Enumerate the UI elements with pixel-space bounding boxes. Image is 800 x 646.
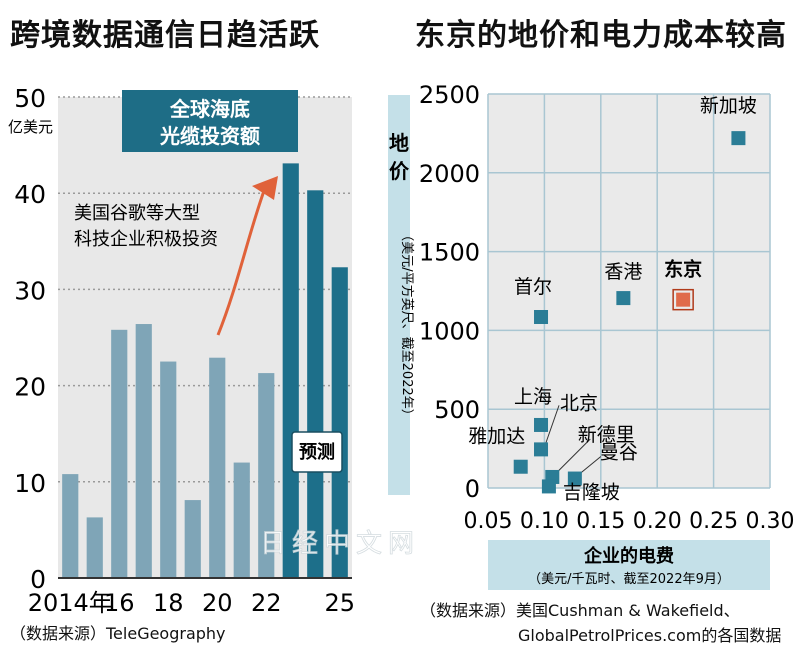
point-label-上海: 上海 <box>514 386 552 408</box>
point-label-雅加达: 雅加达 <box>468 426 525 448</box>
point-新加坡 <box>731 131 746 146</box>
right-x-tick-label: 0.15 <box>576 509 625 534</box>
bar-2018 <box>160 361 177 578</box>
right-x-tick-label: 0.30 <box>746 509 795 534</box>
point-label-北京: 北京 <box>560 392 598 414</box>
point-label-新德里: 新德里 <box>578 424 635 446</box>
bar-2014 <box>62 474 79 578</box>
right-x-tick-label: 0.05 <box>464 509 513 534</box>
left-y-unit: 亿美元 <box>8 118 53 136</box>
right-y-tick-label: 1500 <box>419 239 480 267</box>
y-axis-label-main-1: 地 <box>389 131 409 155</box>
left-x-tick-label: 25 <box>324 589 355 617</box>
right-y-tick-label: 500 <box>434 396 480 424</box>
left-plot-area <box>58 97 352 578</box>
left-x-tick-label: 22 <box>251 589 282 617</box>
left-x-tick-label: 16 <box>104 589 135 617</box>
left-x-tick-label: 2014年 <box>28 589 113 617</box>
point-label-新加坡: 新加坡 <box>700 95 757 117</box>
x-axis-label-unit: （美元/千瓦时、截至2022年9月） <box>528 572 730 587</box>
y-axis-label-band <box>388 95 410 495</box>
bar-2016 <box>111 329 128 578</box>
right-chart-title: 东京的地价和电力成本较高 <box>415 18 787 53</box>
leader-line-曼谷 <box>578 456 602 475</box>
point-label-香港: 香港 <box>604 261 642 283</box>
forecast-label-box <box>291 431 343 473</box>
left-chart-title: 跨境数据通信日趋活跃 <box>10 18 320 53</box>
bar-2020 <box>209 357 226 578</box>
bar-2024 <box>307 190 324 578</box>
right-y-tick-label: 2500 <box>419 81 480 109</box>
leader-line-新德里 <box>555 438 591 474</box>
y-axis-label-main-2: 价 <box>389 159 410 183</box>
point-首尔 <box>534 310 549 325</box>
point-东京 <box>676 292 691 307</box>
bar-2023 <box>282 163 299 579</box>
right-y-tick-label: 0 <box>465 475 480 503</box>
left-y-tick-label: 20 <box>14 373 46 402</box>
callout-line1: 全球海底 <box>169 97 250 121</box>
point-outline-东京 <box>672 288 694 311</box>
x-axis-label-band <box>488 540 770 590</box>
bar-2017 <box>135 324 152 578</box>
trend-arrow <box>216 187 267 336</box>
right-y-tick-label: 2000 <box>419 160 480 188</box>
point-label-曼谷: 曼谷 <box>600 442 638 464</box>
right-x-tick-label: 0.20 <box>633 509 682 534</box>
point-上海 <box>534 417 549 432</box>
annotation-line1: 美国谷歌等大型 <box>74 203 200 224</box>
right-source-line1: （数据来源）美国Cushman & Wakefield、 <box>420 601 740 620</box>
left-y-tick-label: 0 <box>30 565 46 594</box>
left-x-tick-label: 18 <box>153 589 184 617</box>
right-x-tick-label: 0.25 <box>689 509 738 534</box>
left-y-tick-label: 30 <box>14 276 46 305</box>
point-曼谷 <box>567 471 582 486</box>
point-吉隆坡 <box>541 479 556 494</box>
point-label-吉隆坡: 吉隆坡 <box>563 481 620 503</box>
left-x-tick-label: 20 <box>202 589 233 617</box>
y-axis-label-unit: （美元/平方英尺、截至2022年） <box>399 228 415 421</box>
x-axis-label-main: 企业的电费 <box>583 545 674 567</box>
callout-line2: 光缆投资额 <box>159 124 260 148</box>
trend-arrowhead <box>252 176 278 200</box>
leader-line-北京 <box>544 405 560 446</box>
right-y-tick-label: 1000 <box>419 317 480 345</box>
point-label-首尔: 首尔 <box>514 276 552 298</box>
left-y-tick-label: 50 <box>14 84 46 113</box>
right-x-tick-label: 0.10 <box>520 509 569 534</box>
left-y-tick-label: 10 <box>14 469 46 498</box>
bar-2019 <box>184 500 201 578</box>
bar-2022 <box>258 373 275 578</box>
watermark: 日经中文网 <box>260 529 420 559</box>
annotation-line2: 科技企业积极投资 <box>74 229 218 250</box>
bar-2015 <box>86 517 103 578</box>
bar-2025 <box>331 267 348 578</box>
bar-2021 <box>233 462 250 578</box>
point-label-东京: 东京 <box>664 258 702 281</box>
point-雅加达 <box>513 459 528 474</box>
right-source-line2: GlobalPetrolPrices.com的各国数据 <box>518 626 782 645</box>
point-北京 <box>534 442 549 457</box>
forecast-label: 预测 <box>299 441 335 463</box>
callout-box <box>122 90 298 152</box>
left-source-note: （数据来源）TeleGeography <box>10 624 226 643</box>
point-香港 <box>616 291 631 306</box>
left-y-tick-label: 40 <box>14 180 46 209</box>
